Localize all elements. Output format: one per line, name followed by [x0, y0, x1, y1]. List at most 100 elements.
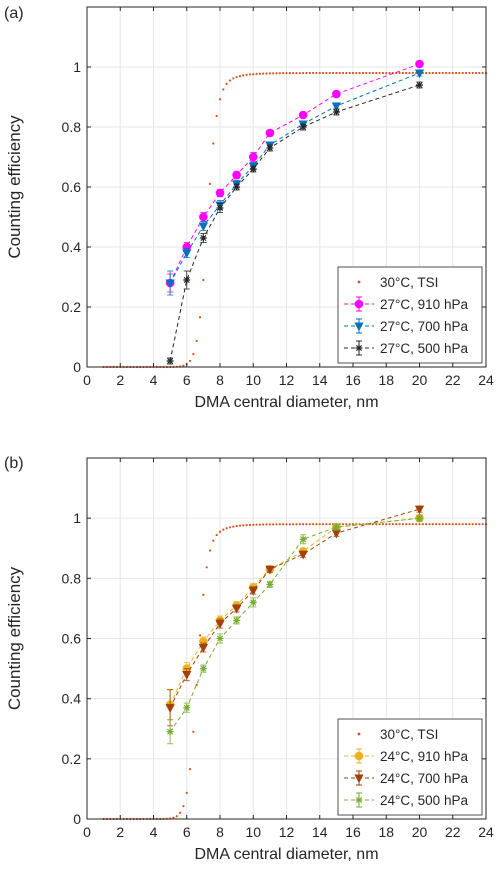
panel-b-series-3-point — [416, 514, 423, 522]
panel-b-reference-point — [395, 523, 398, 526]
panel-a-reference-point — [302, 71, 305, 75]
panel-b-xtick-label: 20 — [412, 824, 428, 840]
panel-b-series-1-line — [169, 517, 420, 705]
panel-a-xtick-label: 8 — [216, 372, 224, 388]
panel-b-reference-point — [288, 523, 291, 526]
panel-a-legend-entry: 30°C, TSI — [380, 275, 438, 290]
panel-a-series-1-point — [332, 89, 341, 99]
panel-a-reference-point — [265, 72, 268, 75]
panel-a-series-3-line — [169, 84, 420, 362]
panel-b-reference-point — [408, 523, 411, 526]
panel-b-reference-point — [378, 523, 381, 526]
panel-b-reference-point — [458, 523, 461, 526]
panel-a-reference-point — [425, 71, 428, 75]
panel-b-series-2-point — [298, 550, 308, 560]
panel-b-reference-point — [195, 683, 198, 686]
panel-a-reference-point — [195, 339, 198, 343]
panel-a-reference-point — [355, 71, 358, 75]
panel-a-ytick-label: 0.4 — [62, 239, 82, 255]
panel-b-reference-point — [225, 527, 228, 530]
panel-a-xtick-label: 0 — [83, 372, 91, 388]
panel-a-reference-point — [235, 75, 238, 79]
panel-b-ytick-label: 0 — [73, 811, 81, 827]
panel-b-reference-point — [308, 523, 311, 526]
panel-b-reference-point — [318, 523, 321, 526]
panel-a-ytick-label: 0.8 — [62, 119, 82, 135]
panel-b-series-3-point — [233, 616, 241, 624]
panel-a-reference-point — [368, 71, 371, 75]
panel-a-series-1-point — [232, 170, 241, 180]
panel-a-xtick-label: 16 — [345, 372, 361, 388]
panel-b-series-2-line — [169, 508, 420, 708]
panel-b-series-3-point — [266, 580, 274, 588]
panel-a-reference-point — [348, 71, 351, 75]
panel-a-reference-point — [282, 72, 285, 75]
panel-a-reference-point — [451, 71, 454, 75]
panel-b-reference-point — [401, 523, 404, 526]
panel-a-series-1-point — [248, 152, 258, 162]
panel-b-reference-point — [218, 530, 222, 533]
panel-a-reference-point — [464, 71, 468, 75]
panel-a-reference-point — [318, 71, 321, 75]
panel-b-xtick-label: 12 — [279, 824, 295, 840]
panel-b-reference-point — [258, 523, 261, 526]
panel-a-reference-point — [238, 74, 242, 78]
panel-a-reference-point — [461, 71, 464, 75]
panel-a-legend-marker — [354, 299, 364, 309]
panel-b-reference-point — [398, 523, 401, 526]
panel-a-reference-point — [285, 72, 288, 75]
panel-b-reference-point — [222, 528, 225, 531]
panel-a-series-3-point — [166, 357, 174, 365]
panel-a-reference-point — [182, 364, 185, 367]
panel-a-ytick-label: 1 — [73, 59, 81, 75]
panel-b-ytick-label: 0.2 — [62, 751, 82, 767]
panel-a-reference-point — [371, 71, 375, 75]
panel-a-series-2-line — [169, 72, 420, 284]
panel-b-reference-point — [478, 523, 481, 526]
panel-a-reference-point — [388, 71, 391, 75]
panel-b-reference-point — [438, 523, 441, 526]
panel-a-reference-point — [278, 72, 281, 75]
panel-b-xtick-label: 16 — [345, 824, 361, 840]
panel-a-series-3 — [166, 81, 423, 365]
panel-b-reference-point — [215, 533, 218, 537]
panel-a-xtick-label: 4 — [150, 372, 158, 388]
panel-b-reference-point — [298, 523, 301, 526]
panel-b-reference-point — [351, 523, 355, 526]
panel-b-series-3-line — [169, 517, 420, 733]
panel-b-legend-entry: 24°C, 910 hPa — [380, 749, 468, 764]
panel-a-reference-point — [242, 74, 245, 77]
panel-a-reference-point — [358, 71, 361, 75]
panel-b-legend-box — [337, 718, 483, 816]
panel-b-series-3-point — [166, 728, 174, 736]
panel-a-reference-point — [441, 71, 444, 75]
panel-a-reference-point — [292, 71, 295, 75]
panel-a-reference-point — [401, 71, 404, 75]
panel-a-reference-point — [428, 71, 431, 75]
panel-b-reference-point — [268, 523, 271, 526]
panel-b-reference-point — [172, 816, 175, 819]
panel-b-reference-point — [325, 523, 328, 526]
panel-b-legend-entry: 24°C, 500 hPa — [380, 793, 468, 808]
panel-b-reference-point — [212, 539, 215, 542]
panel-a-xtick-label: 14 — [312, 372, 328, 388]
panel-a-ytick-label: 0.6 — [62, 179, 82, 195]
panel-b-series-3-point — [332, 523, 340, 531]
panel-a-reference-point — [188, 359, 192, 363]
panel-a-reference-point — [378, 71, 381, 75]
panel-b-reference-point — [381, 523, 385, 526]
panel-b-reference-point — [185, 791, 188, 794]
panel-a-series-reference — [102, 71, 488, 369]
panel-b-xtick-label: 10 — [245, 824, 261, 840]
panel-a-reference-point — [341, 71, 345, 75]
panel-a-series-3-point — [416, 81, 423, 89]
panel-b-reference-point — [302, 523, 305, 526]
panel-b-xtick-label: 0 — [83, 824, 91, 840]
panel-b-reference-point — [265, 523, 268, 526]
panel-a-reference-point — [474, 71, 478, 75]
panel-a-series-2-point — [198, 222, 209, 232]
panel-b-series-2-point — [414, 505, 425, 515]
panel-a-series-3-point — [233, 183, 241, 191]
panel-a-reference-point — [295, 71, 298, 75]
panel-a-reference-point — [315, 71, 318, 75]
